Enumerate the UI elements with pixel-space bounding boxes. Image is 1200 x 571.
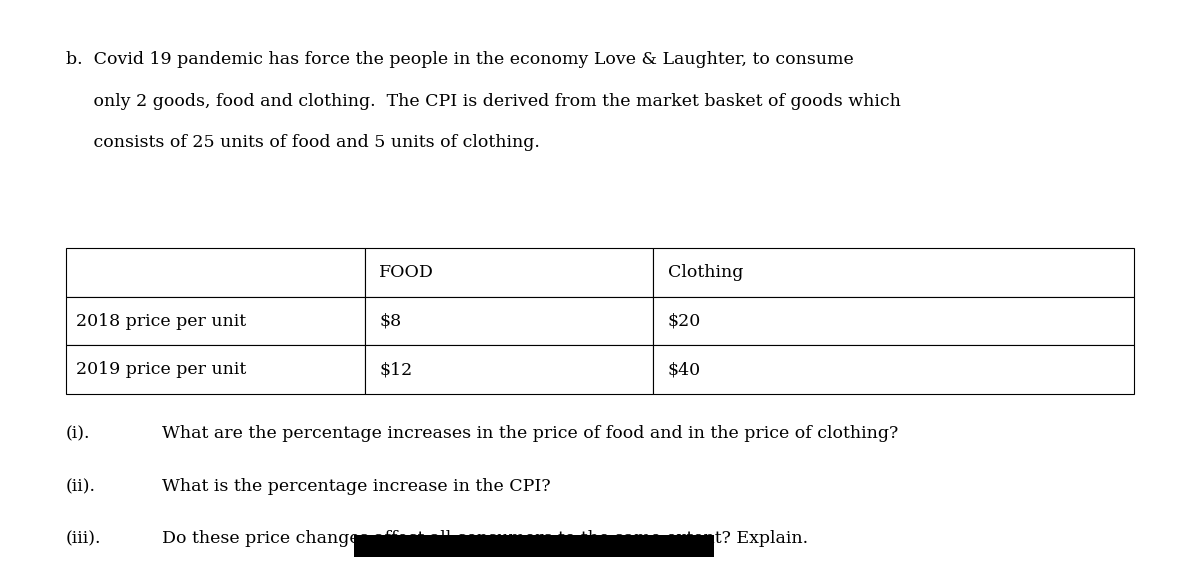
Bar [365, 345, 653, 394]
Text: consists of 25 units of food and 5 units of clothing.: consists of 25 units of food and 5 units… [66, 134, 540, 151]
Text: $12: $12 [379, 361, 413, 378]
Text: 2019 price per unit: 2019 price per unit [76, 361, 246, 378]
Bar [653, 297, 1134, 345]
Text: 2018 price per unit: 2018 price per unit [76, 313, 246, 329]
Bar [653, 345, 1134, 394]
Text: b.  Covid 19 pandemic has force the people in the economy Love & Laughter, to co: b. Covid 19 pandemic has force the peopl… [66, 51, 853, 69]
Bar [653, 248, 1134, 297]
Text: $40: $40 [667, 361, 701, 378]
Bar [66, 248, 365, 297]
Text: only 2 goods, food and clothing.  The CPI is derived from the market basket of g: only 2 goods, food and clothing. The CPI… [66, 93, 901, 110]
Text: (i).: (i). [66, 425, 90, 443]
Text: Clothing: Clothing [667, 264, 743, 281]
Bar [365, 248, 653, 297]
Text: $20: $20 [667, 313, 701, 329]
Bar [66, 297, 365, 345]
Text: Do these price changes affect all consumers to the same extent? Explain.: Do these price changes affect all consum… [162, 530, 808, 548]
Bar [354, 535, 714, 557]
Text: (ii).: (ii). [66, 478, 96, 495]
Text: (iii).: (iii). [66, 530, 102, 548]
Text: FOOD: FOOD [379, 264, 434, 281]
Text: What is the percentage increase in the CPI?: What is the percentage increase in the C… [162, 478, 551, 495]
Text: What are the percentage increases in the price of food and in the price of cloth: What are the percentage increases in the… [162, 425, 899, 443]
Bar [66, 345, 365, 394]
Text: $8: $8 [379, 313, 402, 329]
Bar [365, 297, 653, 345]
